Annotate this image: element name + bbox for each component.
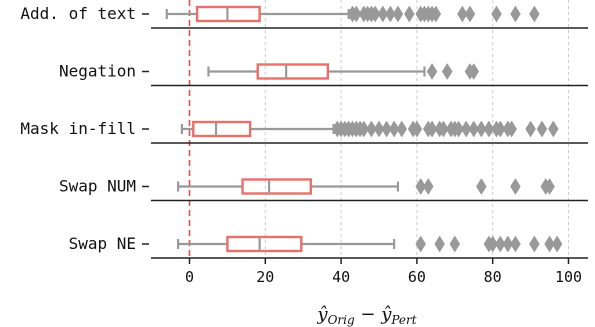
flier-point [551, 235, 563, 253]
category-label: Swap NUM [59, 177, 136, 196]
x-tick-label: 100 [555, 268, 582, 286]
flier-point [422, 178, 434, 195]
x-axis-label-sub-pert: Pert [390, 313, 416, 327]
flier-point [548, 120, 559, 138]
flier-point [544, 235, 555, 253]
flier-point [510, 178, 521, 195]
flier-point [453, 120, 464, 138]
flier-point [510, 5, 521, 23]
category-label: Add. of text [20, 4, 136, 23]
flier-point [494, 235, 506, 253]
x-axis-label-yhat-pert: ŷ [380, 304, 392, 325]
box-rows: Add. of text Negation Mask in-fill Swap NUM… [20, 4, 588, 259]
flier-point [392, 5, 404, 23]
flier-point [476, 120, 487, 138]
flier-point [491, 5, 502, 23]
flier-point [396, 120, 408, 138]
flier-point [426, 120, 438, 138]
x-axis-label-minus: − [355, 304, 382, 325]
flier-point [536, 120, 548, 138]
flier-point [441, 63, 453, 80]
flier-point [460, 120, 472, 138]
flier-point [369, 5, 381, 23]
flier-point [434, 235, 445, 253]
x-tick-label: 0 [185, 268, 194, 286]
iqr-box [241, 178, 312, 195]
x-tick-label: 60 [408, 268, 426, 286]
flier-point [544, 178, 555, 195]
flier-point [494, 120, 506, 138]
flier-point [468, 63, 480, 80]
flier-point [377, 5, 389, 23]
flier-point [502, 235, 514, 253]
flier-point [483, 120, 495, 138]
flier-point [457, 5, 468, 23]
x-tick-label: 80 [484, 268, 502, 286]
flier-point [415, 178, 426, 195]
flier-point [381, 120, 392, 138]
box-row: Swap NE [69, 234, 588, 259]
flier-point [430, 5, 442, 23]
flier-point [468, 120, 480, 138]
flier-point [366, 120, 377, 138]
x-axis-label: ŷOrig − ŷPert [316, 304, 416, 327]
iqr-box [256, 63, 330, 80]
x-axis-label-sub-orig: Orig [328, 313, 355, 327]
box-row: Swap NUM [59, 177, 588, 202]
flier-point [404, 5, 415, 23]
flier-point [385, 5, 396, 23]
category-label: Swap NE [69, 234, 136, 253]
flier-point [449, 235, 461, 253]
x-tick-label: 40 [332, 268, 350, 286]
flier-point [510, 235, 521, 253]
box-row: Add. of text [20, 4, 588, 29]
iqr-box [192, 120, 252, 138]
flier-point [525, 120, 536, 138]
flier-point [350, 5, 362, 23]
flier-point [415, 235, 426, 253]
flier-point [464, 5, 476, 23]
box-row: Negation [59, 62, 588, 87]
category-label: Mask in-fill [20, 119, 136, 138]
category-label: Negation [59, 62, 136, 81]
iqr-box [226, 235, 303, 253]
flier-point [388, 120, 400, 138]
flier-point [426, 63, 438, 80]
flier-point [487, 235, 498, 253]
flier-point [358, 120, 370, 138]
flier-point [529, 235, 540, 253]
flier-point [506, 120, 517, 138]
flier-point [529, 5, 540, 23]
x-axis-ticks: 0 20 40 60 80 100 [185, 258, 582, 286]
flier-point [411, 120, 423, 138]
flier-point [438, 120, 449, 138]
x-axis-label-yhat-orig: ŷ [316, 304, 328, 325]
flier-point [373, 120, 385, 138]
box-row: Mask in-fill [20, 119, 588, 144]
flier-point [476, 178, 487, 195]
x-tick-label: 20 [256, 268, 274, 286]
